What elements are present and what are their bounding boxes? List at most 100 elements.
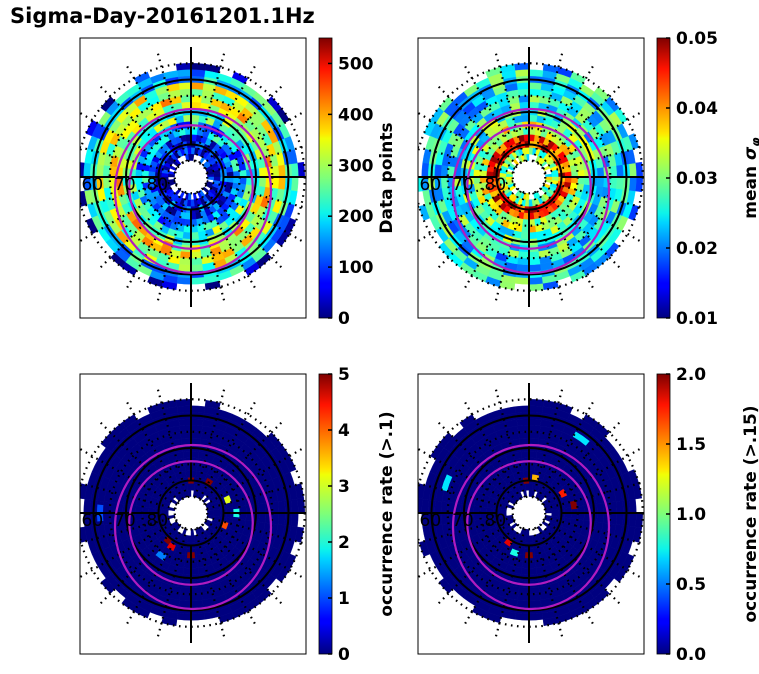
heatmap-bin [182, 115, 192, 123]
pole-gap [174, 496, 208, 530]
heatmap-bin [258, 503, 266, 514]
hot-spot-bin [223, 495, 232, 504]
dotted-mlt-line [544, 180, 644, 209]
heatmap-bin [609, 176, 617, 189]
heatmap-bin [190, 250, 202, 259]
colorbar-tick-label: 0.03 [676, 169, 718, 189]
colorbar-tick-label: 500 [338, 54, 374, 74]
heatmap-bin [528, 599, 542, 608]
axes-frame [417, 373, 645, 655]
hot-spot-bin [572, 431, 590, 446]
dotted-mlt-line [201, 523, 284, 606]
colorbar-bottom-left: 0 1 2 3 4 5 occurrence rate (>.1) [318, 365, 397, 665]
heatmap-bin [524, 535, 530, 543]
dotted-mlt-line [80, 516, 176, 544]
dotted-lat-circle [511, 495, 547, 531]
heatmap-bin [202, 186, 210, 194]
colorbar-tick-label: 0 [338, 645, 350, 665]
heatmap-bin [186, 535, 192, 543]
dotted-mlt-line [198, 399, 257, 500]
heatmap-bin [176, 276, 192, 285]
dotted-mlt-line [201, 84, 284, 167]
heatmap-bin [528, 250, 540, 259]
dotted-mlt-line [125, 399, 184, 500]
dotted-mlt-line [156, 192, 188, 303]
heatmap-bin [628, 162, 637, 178]
pole-gap [512, 160, 546, 194]
heatmap-bin [596, 167, 604, 178]
heatmap-bin [190, 561, 199, 569]
heatmap-bin [277, 176, 286, 190]
auroral-oval-poleward [466, 124, 592, 250]
heatmap-bin [178, 82, 192, 91]
heatmap-bin [190, 483, 196, 491]
heatmap-bin [190, 593, 203, 601]
lat-label-80: 80 [147, 511, 169, 531]
heatmap-bin [290, 512, 299, 528]
heatmap-bin [190, 231, 200, 239]
colorbar-label: mean σφ [741, 137, 759, 219]
heatmap-bin [190, 405, 206, 414]
dotted-mlt-line [544, 145, 644, 174]
dotted-mlt-line [542, 111, 643, 170]
heatmap-bin [202, 496, 210, 504]
lat-label-70: 70 [452, 175, 474, 195]
colorbar-tick-label: 400 [338, 105, 374, 125]
dotted-mlt-line [201, 187, 284, 270]
dotted-mlt-line [201, 420, 284, 503]
dotted-mlt-line [544, 481, 644, 510]
hot-spot-bin [570, 500, 578, 510]
heatmap-bin [609, 501, 617, 514]
dotted-mlt-line [494, 528, 526, 639]
dotted-mlt-line [494, 387, 526, 498]
heatmap-bin [514, 612, 530, 621]
heatmap-bin [514, 276, 530, 285]
heatmap-bin [178, 599, 192, 608]
colorbar-top-left: 0 100 200 300 400 500 Data points [318, 37, 397, 329]
colorbar-tick-label: 2.0 [676, 365, 706, 385]
heatmap-bin [190, 599, 204, 608]
heatmap-bin [176, 405, 192, 414]
dotted-mlt-line [80, 482, 176, 510]
heatmap-bin [190, 425, 203, 433]
dotted-mlt-line [418, 482, 514, 510]
heatmap-bin [213, 176, 221, 182]
heatmap-bin [190, 115, 200, 123]
dotted-mlt-line [539, 187, 622, 270]
heatmap-bin [514, 69, 530, 78]
dotted-mlt-line [494, 51, 526, 162]
dotted-mlt-line [542, 520, 643, 579]
auroral-oval-equatorward [451, 107, 611, 275]
heatmap-bin [528, 586, 540, 595]
dotted-lat-circle [511, 159, 547, 195]
heatmap-bin [628, 498, 637, 514]
dotted-mlt-line [204, 520, 305, 579]
dotted-mlt-line [539, 523, 622, 606]
heatmap-bin [528, 82, 542, 91]
heatmap-bin [176, 69, 192, 78]
heatmap-bin [520, 451, 530, 459]
heatmap-bin [615, 512, 624, 526]
heatmap-bin [186, 199, 192, 207]
heatmap-bin [190, 263, 204, 272]
dotted-mlt-line [536, 190, 595, 291]
heatmap-bin [190, 69, 206, 78]
heatmap-bin [528, 593, 541, 601]
auroral-oval-equatorward [451, 443, 611, 611]
dotted-mlt-line [125, 526, 184, 627]
heatmap-bin [290, 176, 299, 192]
dotted-mlt-line [532, 51, 564, 162]
heatmap-bin [609, 165, 617, 178]
pole-gap [512, 496, 546, 530]
dotted-mlt-line [532, 192, 564, 303]
colorbar-tick-label: 0.5 [676, 575, 706, 595]
dotted-mlt-line [80, 111, 178, 170]
lat-label-60: 60 [420, 511, 442, 531]
heatmap-bin [258, 512, 266, 523]
lat-label-70: 70 [114, 511, 136, 531]
lat-label-80: 80 [485, 175, 507, 195]
dotted-lat-circle [173, 159, 209, 195]
heatmap-bin [516, 418, 530, 427]
polar-panel-bottom-left: 60 70 80 0 1 2 3 4 5 occurrence rate (>.1) [79, 365, 397, 665]
lat-label-60: 60 [420, 175, 442, 195]
